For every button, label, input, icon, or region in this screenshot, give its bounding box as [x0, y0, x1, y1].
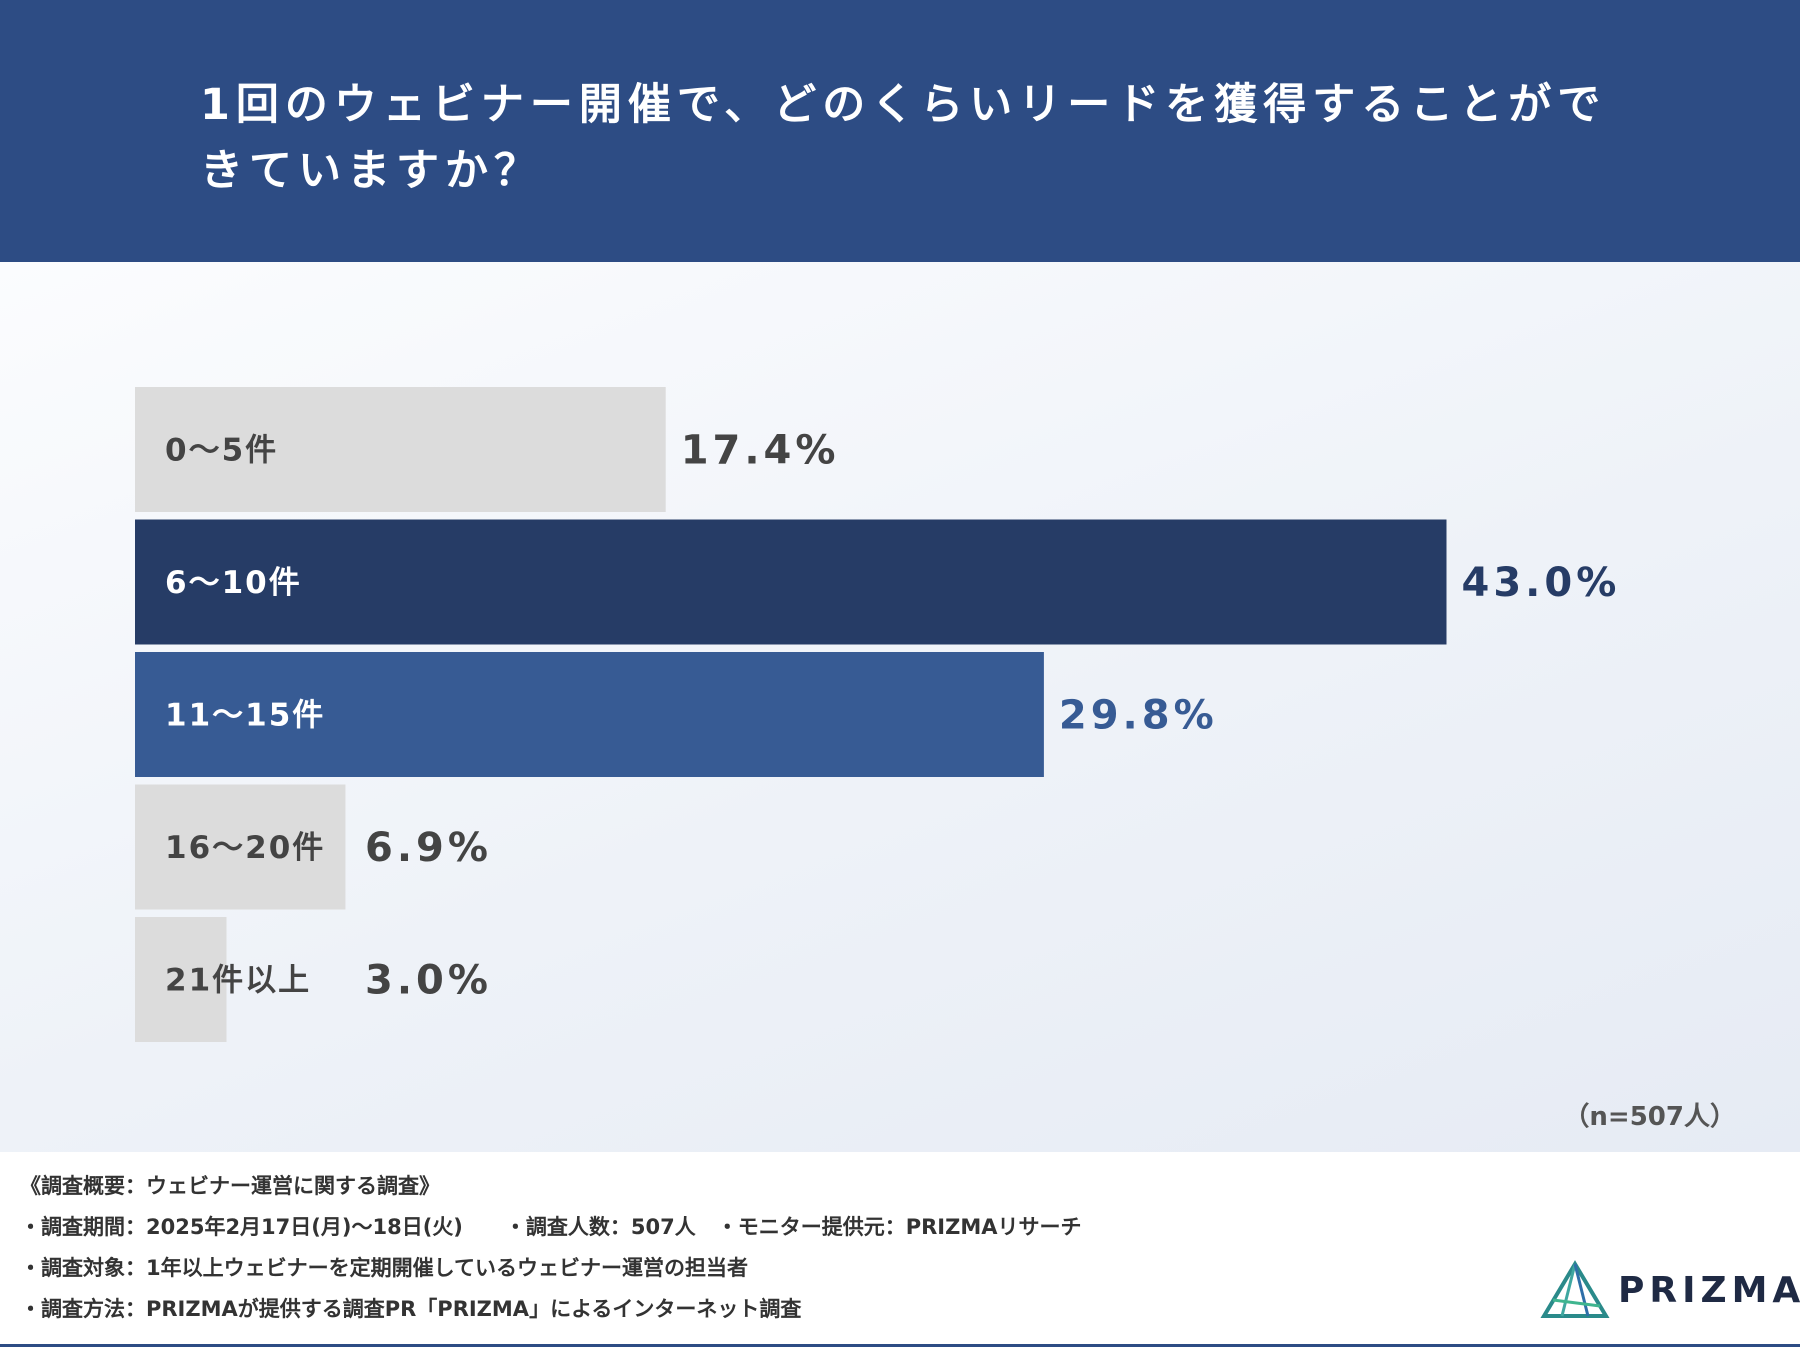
prizma-logo: PRIZMA [1540, 1260, 1800, 1320]
bar-3 [135, 784, 346, 910]
sample-size: （n=507人） [1563, 1102, 1736, 1132]
overview-heading: 《調査概要：ウェビナー運営に関する調査》 [20, 1174, 440, 1198]
value-label-3: 6.9% [365, 825, 492, 871]
header-banner: 1回のウェビナー開催で、どのくらいリードを獲得することができていますか？ [0, 0, 1800, 262]
category-label-4: 21件以上 [165, 963, 311, 999]
category-label-3: 16〜20件 [165, 830, 325, 866]
chart-title: 1回のウェビナー開催で、どのくらいリードを獲得することができていますか？ [200, 80, 1607, 196]
bar-chart: 0〜5件 17.4% 6〜10件 43.0% 11〜15件 29.8% 16〜20件 6.9%… [135, 387, 1621, 1042]
category-label-2: 11〜15件 [165, 698, 325, 734]
footer-divider [0, 1344, 1800, 1347]
value-label-1: 43.0% [1462, 560, 1621, 606]
overview-target: ・調査対象：1年以上ウェビナーを定期開催しているウェビナー運営の担当者 [20, 1256, 748, 1280]
prizma-triangle-logo-icon [1540, 1260, 1610, 1318]
logo-text: PRIZMA [1618, 1270, 1800, 1311]
overview-method: ・調査方法：PRIZMAが提供する調査PR「PRIZMA」によるインターネット調… [20, 1297, 802, 1321]
category-label-1: 6〜10件 [165, 565, 302, 601]
value-label-0: 17.4% [681, 428, 840, 474]
bar-4 [135, 917, 227, 1042]
bar-1 [135, 519, 1447, 645]
overview-period: ・調査期間：2025年2月17日(月)〜18日(火) ・調査人数：507人 ・モ… [20, 1215, 1082, 1239]
category-label-0: 0〜5件 [165, 433, 278, 469]
footer: 《調査概要：ウェビナー運営に関する調査》 ・調査期間：2025年2月17日(月)… [0, 1152, 1800, 1350]
chart-area: 0〜5件 17.4% 6〜10件 43.0% 11〜15件 29.8% 16〜20件 6.9%… [0, 262, 1800, 1152]
bar-0 [135, 387, 666, 512]
value-label-4: 3.0% [365, 958, 492, 1004]
value-label-2: 29.8% [1059, 693, 1218, 739]
survey-overview: 《調査概要：ウェビナー運営に関する調査》 ・調査期間：2025年2月17日(月)… [20, 1166, 1081, 1330]
bar-2 [135, 652, 1044, 777]
